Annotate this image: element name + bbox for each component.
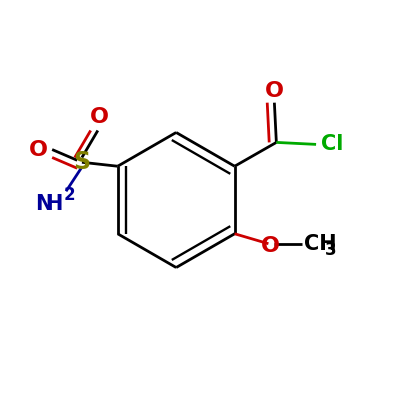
Text: O: O [261,236,280,256]
Text: O: O [90,106,109,126]
Text: 2: 2 [64,186,76,204]
Text: CH: CH [304,234,337,254]
Text: H: H [45,194,62,214]
Text: Cl: Cl [321,134,343,154]
Text: 3: 3 [325,241,336,259]
Text: N: N [35,194,52,214]
Text: S: S [73,150,90,174]
Text: O: O [265,81,284,101]
Text: O: O [29,140,48,160]
